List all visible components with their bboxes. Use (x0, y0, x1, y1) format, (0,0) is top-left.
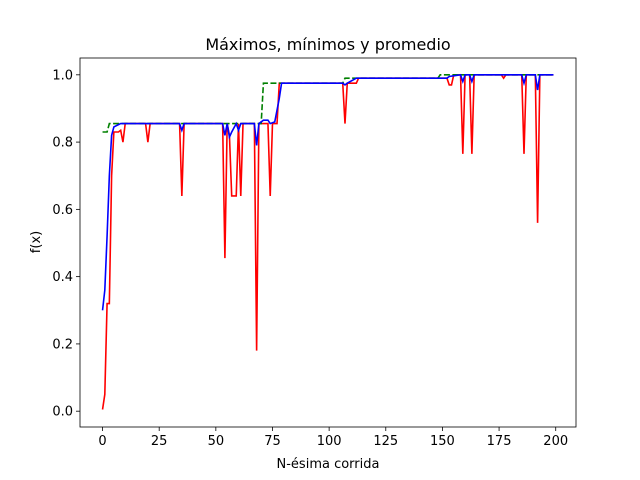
x-tick-label: 25 (151, 434, 168, 449)
x-tick-label: 50 (208, 434, 225, 449)
y-tick-label: 0.4 (52, 270, 73, 285)
x-tick-label: 75 (264, 434, 281, 449)
y-tick-label: 0.8 (52, 136, 73, 151)
chart-title: Máximos, mínimos y promedio (205, 35, 450, 54)
x-tick-label: 150 (430, 434, 455, 449)
y-tick-label: 0.2 (52, 337, 73, 352)
x-tick-label: 125 (373, 434, 398, 449)
x-tick-label: 0 (98, 434, 106, 449)
x-axis-label: N-ésima corrida (277, 457, 380, 472)
y-tick-label: 1.0 (52, 68, 73, 83)
x-tick-label: 100 (317, 434, 342, 449)
x-tick-label: 175 (487, 434, 512, 449)
data-line (101, 73, 554, 311)
y-tick-label: 0.6 (52, 203, 73, 218)
y-tick-label: 0.0 (52, 405, 73, 420)
y-axis-label: f(x) (29, 231, 44, 253)
axes-frame (79, 57, 577, 428)
data-line (102, 74, 554, 133)
x-tick-label: 200 (543, 434, 568, 449)
